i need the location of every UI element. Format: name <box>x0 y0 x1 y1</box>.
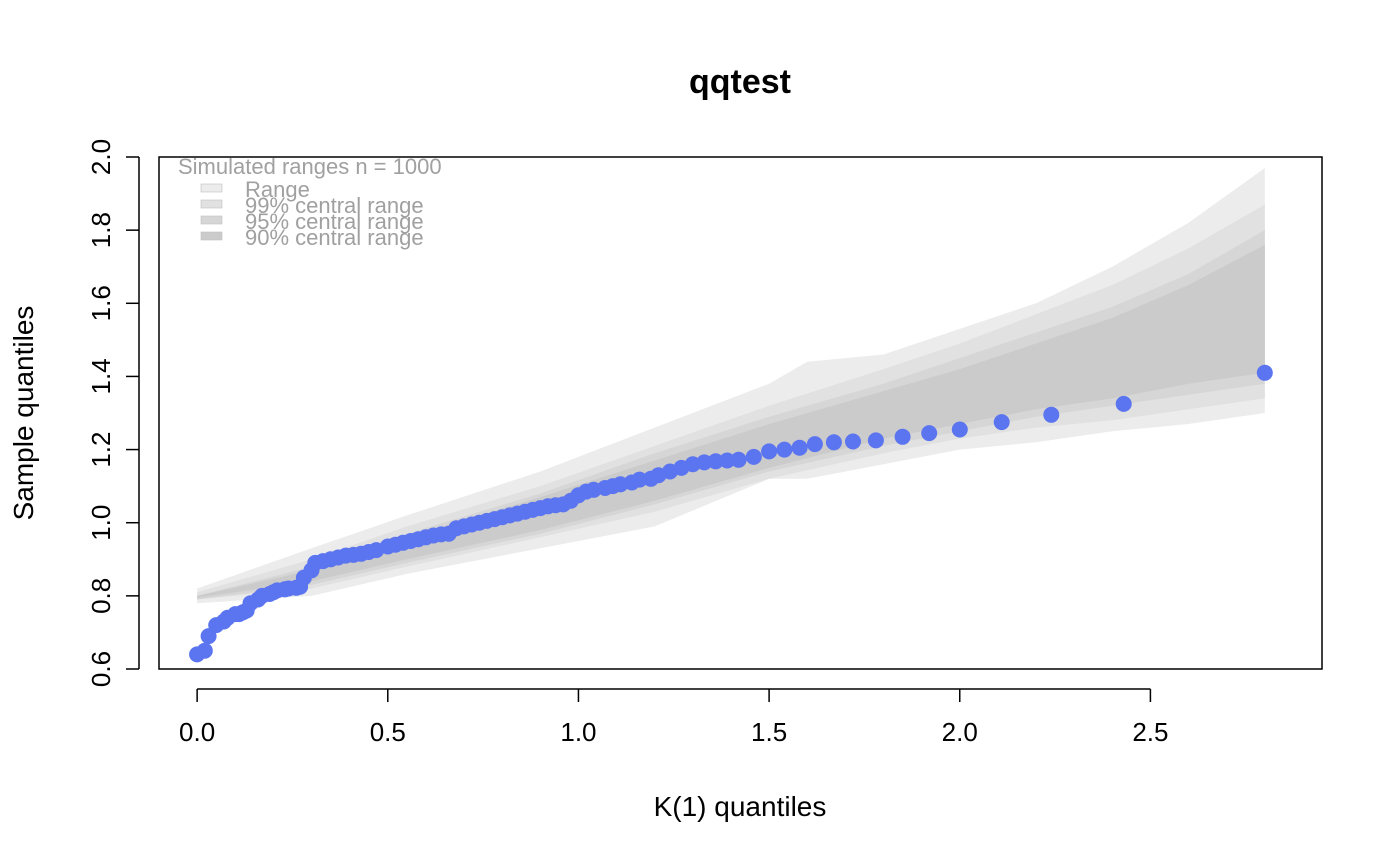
data-point <box>867 432 884 449</box>
y-tick-label: 1.4 <box>86 358 116 394</box>
data-point <box>707 453 724 470</box>
data-point <box>196 642 213 659</box>
x-axis-label: K(1) quantiles <box>654 791 827 822</box>
y-tick-label: 2.0 <box>86 139 116 175</box>
legend-swatch <box>200 231 223 241</box>
y-tick-label: 0.8 <box>86 578 116 614</box>
simulation-bands <box>197 168 1265 604</box>
data-point <box>776 441 793 458</box>
legend-title: Simulated ranges n = 1000 <box>178 154 442 179</box>
data-point <box>631 471 648 488</box>
data-point <box>921 425 938 442</box>
data-point <box>791 439 808 456</box>
legend-entry: 99% central range <box>245 193 424 218</box>
legend-swatch <box>200 183 223 193</box>
x-tick-label: 1.5 <box>751 717 787 747</box>
y-tick-label: 1.0 <box>86 505 116 541</box>
data-point <box>825 434 842 451</box>
plot-frame <box>158 156 1323 670</box>
x-tick-label: 1.0 <box>560 717 596 747</box>
y-tick-label: 1.8 <box>86 212 116 248</box>
sample-points <box>189 364 1273 663</box>
x-tick-label: 2.5 <box>1132 717 1168 747</box>
legend-entry: 95% central range <box>245 209 424 234</box>
data-point <box>894 428 911 445</box>
legend-swatch <box>200 199 223 209</box>
data-point <box>1115 395 1132 412</box>
data-point <box>719 452 736 469</box>
data-point <box>1043 406 1060 423</box>
x-tick-label: 2.0 <box>942 717 978 747</box>
data-point <box>845 433 861 450</box>
data-point <box>806 436 823 453</box>
data-point <box>745 448 762 465</box>
y-axis-label: Sample quantiles <box>8 306 39 521</box>
chart-title: qqtest <box>689 63 791 101</box>
y-axis: 0.6 0.8 1.0 1.2 1.4 1.6 1.8 2.0 <box>86 139 140 687</box>
x-tick-label: 0.5 <box>370 717 406 747</box>
legend-swatch <box>200 215 223 225</box>
data-point <box>761 443 778 460</box>
legend-entry: 90% central range <box>245 225 424 250</box>
legend-entry: Range <box>245 177 310 202</box>
y-tick-label: 1.6 <box>86 285 116 321</box>
x-axis: 0.0 0.5 1.0 1.5 2.0 2.5 <box>179 688 1168 747</box>
y-tick-label: 1.2 <box>86 431 116 467</box>
data-point <box>730 451 747 468</box>
data-point <box>951 421 968 438</box>
data-point <box>1256 364 1273 381</box>
data-point <box>993 414 1010 431</box>
x-tick-label: 0.0 <box>179 717 215 747</box>
y-tick-label: 0.6 <box>86 651 116 687</box>
